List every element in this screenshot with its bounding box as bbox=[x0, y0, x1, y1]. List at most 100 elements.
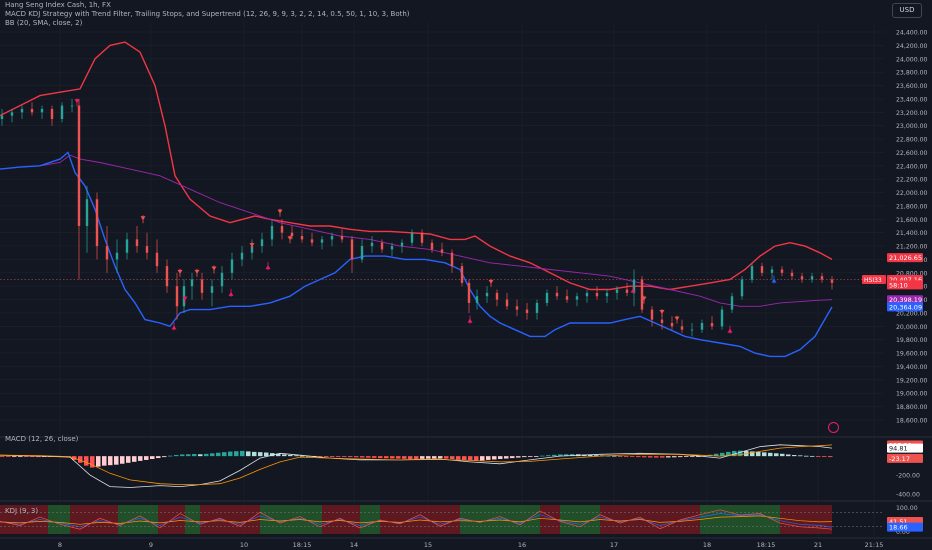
macd-histogram-bar bbox=[654, 456, 659, 458]
candle-body bbox=[30, 108, 34, 113]
candle-body bbox=[615, 289, 619, 293]
macd-histogram-bar bbox=[498, 456, 503, 459]
macd-histogram-bar bbox=[402, 456, 407, 459]
price-tick-label: 23,600.00 bbox=[896, 83, 928, 90]
macd-histogram-bar bbox=[288, 455, 293, 457]
price-pane[interactable] bbox=[0, 41, 884, 358]
time-tick-label: 15 bbox=[424, 541, 432, 549]
price-label-bg bbox=[887, 280, 923, 290]
candle-body bbox=[95, 199, 99, 247]
macd-histogram-bar bbox=[258, 452, 263, 457]
macd-histogram-bar bbox=[300, 455, 305, 457]
basis-line bbox=[0, 154, 833, 307]
candle-body bbox=[535, 302, 539, 313]
candle-body bbox=[370, 242, 374, 247]
macd-histogram-bar bbox=[222, 452, 227, 457]
macd-histogram-bar bbox=[318, 456, 323, 457]
macd-histogram-bar bbox=[156, 456, 161, 459]
candle-body bbox=[750, 266, 754, 280]
macd-histogram-bar bbox=[780, 453, 785, 457]
candle-body bbox=[165, 266, 169, 287]
price-label-bg bbox=[887, 295, 923, 305]
candle-body bbox=[575, 296, 579, 300]
time-tick-label: 17 bbox=[610, 541, 618, 549]
kdj-pane[interactable] bbox=[0, 505, 884, 534]
price-tick-label: 21,400.00 bbox=[896, 230, 928, 237]
macd-histogram-bar bbox=[468, 456, 473, 461]
macd-histogram-bar bbox=[822, 456, 827, 457]
legend-macd: MACD (12, 26, close) bbox=[5, 435, 79, 443]
macd-histogram-bar bbox=[12, 456, 17, 457]
macd-histogram-bar bbox=[360, 456, 365, 458]
candle-body bbox=[830, 279, 834, 283]
macd-histogram-bar bbox=[144, 456, 149, 460]
macd-tick-label: -200.00 bbox=[896, 473, 920, 480]
time-axis[interactable]: 8 9 10 18:15 14 15 16 17 18 18:15 21 21:15 bbox=[58, 541, 883, 549]
kdj-d-line bbox=[0, 515, 833, 525]
macd-histogram-bar bbox=[240, 450, 245, 457]
candle-body bbox=[175, 286, 179, 307]
time-tick-label: 18:15 bbox=[293, 541, 312, 549]
macd-histogram-bar bbox=[228, 451, 233, 457]
price-tick-label: 19,600.00 bbox=[896, 351, 928, 358]
macd-histogram-bar bbox=[486, 456, 491, 460]
candle-body bbox=[360, 246, 364, 260]
price-tick-label: 19,000.00 bbox=[896, 391, 928, 398]
macd-histogram-bar bbox=[168, 455, 173, 457]
time-tick-label: 16 bbox=[518, 541, 526, 549]
lower-band-line bbox=[0, 151, 833, 358]
macd-histogram-bar bbox=[18, 456, 23, 457]
time-tick-label: 18:15 bbox=[757, 541, 776, 549]
macd-histogram-bar bbox=[378, 456, 383, 459]
kdj-value-label: 18.66 bbox=[889, 524, 908, 532]
macd-histogram-bar bbox=[546, 455, 551, 457]
candle-body bbox=[440, 249, 444, 253]
candle-body bbox=[495, 292, 499, 300]
candle-body bbox=[220, 272, 224, 287]
candle-body bbox=[770, 269, 774, 273]
price-tick-label: 21,600.00 bbox=[896, 217, 928, 224]
macd-pane[interactable] bbox=[0, 444, 833, 488]
macd-histogram-bar bbox=[516, 456, 521, 458]
macd-histogram-bar bbox=[36, 456, 41, 458]
kdj-zone bbox=[700, 505, 780, 534]
macd-histogram-bar bbox=[420, 456, 425, 459]
macd-histogram-bar bbox=[750, 451, 755, 457]
macd-histogram-bar bbox=[738, 450, 743, 457]
candle-body bbox=[810, 276, 814, 280]
candle-body bbox=[690, 329, 694, 331]
candle-body bbox=[400, 242, 404, 247]
macd-histogram-bar bbox=[672, 456, 677, 458]
candle-body bbox=[545, 292, 549, 303]
macd-histogram-bar bbox=[192, 454, 197, 457]
macd-histogram-bar bbox=[786, 454, 791, 457]
macd-histogram-bar bbox=[504, 456, 509, 459]
macd-histogram-bar bbox=[384, 456, 389, 459]
price-label: 21,026.65 bbox=[889, 254, 922, 262]
candle-body bbox=[40, 108, 44, 113]
price-axis[interactable]: 18,600.00 18,800.00 19,000.00 19,200.00 19,4… bbox=[862, 30, 928, 537]
macd-histogram-bar bbox=[186, 454, 191, 457]
price-label: 58:10 bbox=[889, 281, 908, 289]
price-tick-label: 20,200.00 bbox=[896, 310, 928, 317]
time-tick-label: 21:15 bbox=[865, 541, 884, 549]
candle-body bbox=[270, 226, 274, 240]
candle-body bbox=[700, 322, 704, 330]
macd-histogram-bar bbox=[642, 456, 647, 458]
eye-icon[interactable] bbox=[828, 422, 839, 433]
macd-histogram-bar bbox=[474, 456, 479, 461]
candle-body bbox=[467, 282, 471, 303]
candle-body bbox=[85, 199, 89, 226]
currency-button[interactable]: USD bbox=[892, 3, 922, 18]
macd-histogram-bar bbox=[84, 456, 89, 466]
macd-histogram-bar bbox=[408, 456, 413, 459]
price-tick-label: 23,000.00 bbox=[896, 123, 928, 130]
macd-value-label-bg bbox=[887, 453, 923, 463]
macd-histogram-bar bbox=[690, 456, 695, 457]
macd-histogram-bar bbox=[768, 452, 773, 457]
macd-histogram-bar bbox=[96, 456, 101, 467]
macd-histogram-bar bbox=[510, 456, 515, 459]
macd-histogram-bar bbox=[234, 451, 239, 457]
candle-body bbox=[475, 296, 479, 303]
